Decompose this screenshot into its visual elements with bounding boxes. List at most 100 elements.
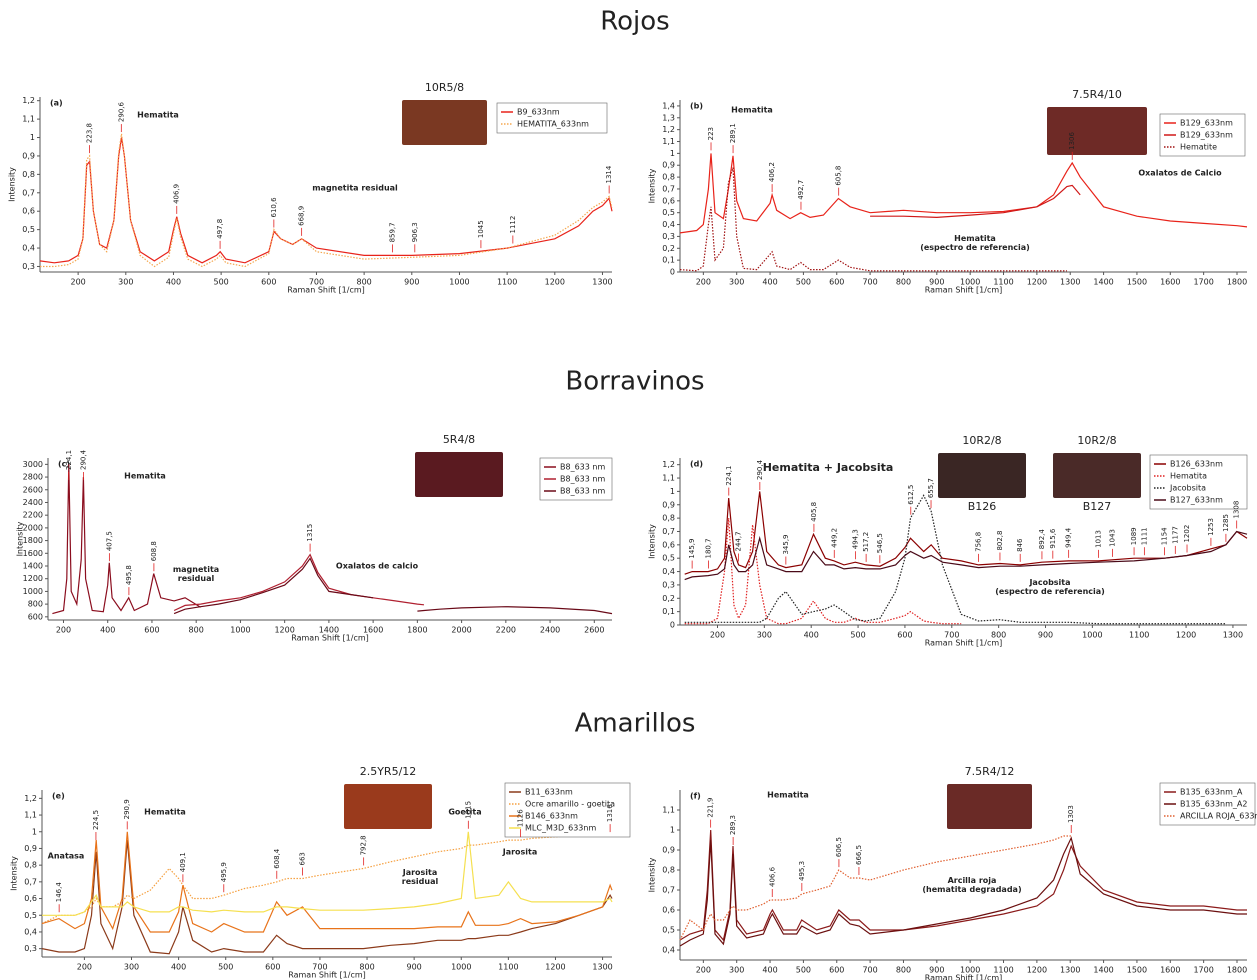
y-tick-label: 1600 bbox=[23, 549, 43, 558]
peak-label: 244,7 bbox=[734, 531, 742, 551]
sample-swatch bbox=[402, 100, 487, 145]
x-tick-label: 200 bbox=[70, 278, 85, 287]
y-tick-label: 0,5 bbox=[662, 926, 675, 935]
x-tick-label: 1300 bbox=[1060, 966, 1080, 975]
peak-label: 449,2 bbox=[830, 528, 838, 548]
y-tick-label: 0,1 bbox=[662, 256, 675, 265]
y-tick-label: 0 bbox=[670, 621, 675, 630]
y-tick-label: 0,5 bbox=[662, 554, 675, 563]
x-tick-label: 200 bbox=[77, 963, 92, 972]
x-tick-label: 800 bbox=[896, 278, 911, 287]
peak-label: 606,5 bbox=[835, 837, 843, 857]
x-tick-label: 1800 bbox=[407, 626, 427, 635]
peak-label: 1177 bbox=[1171, 526, 1179, 544]
annotation: Hematita(espectro de referencia) bbox=[920, 234, 1030, 252]
peak-label: 1202 bbox=[1183, 525, 1191, 543]
annotation: Hematita bbox=[731, 106, 773, 115]
y-tick-label: 1 bbox=[670, 149, 675, 158]
x-tick-label: 800 bbox=[896, 966, 911, 975]
x-tick-label: 400 bbox=[166, 278, 181, 287]
peak-label: 1306 bbox=[1068, 132, 1076, 150]
sample-swatch bbox=[415, 452, 503, 497]
panel: 0,40,50,60,70,80,911,1200300400500600700… bbox=[648, 765, 1257, 980]
y-tick-label: 0,8 bbox=[662, 866, 675, 875]
x-tick-label: 1200 bbox=[545, 963, 565, 972]
y-tick-label: 0,7 bbox=[22, 188, 35, 197]
peak-label: 608,4 bbox=[273, 848, 281, 869]
sample-swatch bbox=[1047, 107, 1147, 155]
y-tick-label: 2400 bbox=[23, 498, 43, 507]
sample-swatch bbox=[938, 453, 1026, 498]
y-tick-label: 0,1 bbox=[662, 607, 675, 616]
y-tick-label: 0,5 bbox=[24, 911, 37, 920]
x-tick-label: 400 bbox=[762, 278, 777, 287]
swatch-label: 5R4/8 bbox=[443, 433, 475, 446]
y-tick-label: 0,9 bbox=[662, 846, 675, 855]
y-tick-label: 2000 bbox=[23, 523, 43, 532]
spectrum-line bbox=[680, 153, 1247, 233]
y-tick-label: 0,5 bbox=[22, 225, 35, 234]
spectrum-line bbox=[680, 168, 1067, 271]
y-tick-label: 1,1 bbox=[662, 806, 675, 815]
swatch-label: 7.5R4/10 bbox=[1072, 88, 1122, 101]
annotation: Jarositaresidual bbox=[402, 868, 439, 886]
panel-label: (e) bbox=[52, 792, 65, 801]
peak-label: 406,2 bbox=[768, 162, 776, 182]
x-tick-label: 1000 bbox=[230, 626, 250, 635]
annotation: Hematita bbox=[124, 472, 166, 481]
legend-label: B127_633nm bbox=[1170, 496, 1223, 505]
y-tick-label: 1,2 bbox=[24, 794, 37, 803]
peak-label: 605,8 bbox=[835, 166, 843, 186]
peak-label: 1112 bbox=[509, 216, 517, 234]
y-tick-label: 0,8 bbox=[22, 170, 35, 179]
peak-label: 666,5 bbox=[855, 845, 863, 865]
y-tick-label: 0,3 bbox=[24, 944, 37, 953]
x-tick-label: 400 bbox=[100, 626, 115, 635]
x-tick-label: 2400 bbox=[540, 626, 560, 635]
x-tick-label: 1800 bbox=[1227, 278, 1247, 287]
spectrum-line bbox=[40, 134, 612, 267]
x-tick-label: 700 bbox=[862, 278, 877, 287]
x-tick-label: 1200 bbox=[1176, 631, 1196, 640]
y-tick-label: 0,8 bbox=[662, 173, 675, 182]
y-tick-label: 0,4 bbox=[24, 927, 37, 936]
legend-label: Hematite bbox=[1180, 143, 1217, 152]
peak-label: 492,7 bbox=[797, 180, 805, 200]
y-tick-label: 0,9 bbox=[24, 844, 37, 853]
legend-label: MLC_M3D_633nm bbox=[525, 824, 596, 833]
y-tick-label: 1000 bbox=[23, 587, 43, 596]
y-tick-label: 0,6 bbox=[662, 906, 675, 915]
legend-label: B135_633nm_A2 bbox=[1180, 800, 1247, 809]
x-tick-label: 2200 bbox=[496, 626, 516, 635]
x-tick-label: 400 bbox=[171, 963, 186, 972]
peak-label: 494,3 bbox=[851, 529, 859, 549]
peak-label: 655,7 bbox=[927, 478, 935, 498]
legend-label: B146_633nm bbox=[525, 812, 578, 821]
peak-label: 289,1 bbox=[729, 123, 737, 143]
y-tick-label: 0,7 bbox=[662, 527, 675, 536]
sample-swatch bbox=[1053, 453, 1141, 498]
legend-label: B8_633 nm bbox=[560, 475, 605, 484]
y-tick-label: 2800 bbox=[23, 473, 43, 482]
peak-label: 608,8 bbox=[150, 541, 158, 561]
y-tick-label: 1,1 bbox=[24, 811, 37, 820]
legend-label: B129_633nm bbox=[1180, 119, 1233, 128]
peak-label: 517,2 bbox=[862, 532, 870, 552]
y-tick-label: 1 bbox=[30, 133, 35, 142]
section-title: Borravinos bbox=[565, 367, 704, 397]
spectrum-line bbox=[40, 138, 612, 263]
swatch-label: 10R5/8 bbox=[425, 81, 464, 94]
peak-label: 612,5 bbox=[907, 485, 915, 505]
swatch-label: 10R2/8 bbox=[962, 434, 1001, 447]
peak-label: 546,5 bbox=[876, 533, 884, 553]
y-tick-label: 1,4 bbox=[662, 101, 675, 110]
peak-label: 223 bbox=[707, 127, 715, 140]
peak-label: 610,6 bbox=[270, 197, 278, 218]
y-axis-title: Intensity bbox=[648, 168, 657, 203]
legend-label: HEMATITA_633nm bbox=[517, 120, 589, 129]
peak-label: 1314 bbox=[605, 165, 613, 183]
x-tick-label: 1500 bbox=[1127, 278, 1147, 287]
x-tick-label: 600 bbox=[829, 278, 844, 287]
y-tick-label: 0,9 bbox=[662, 161, 675, 170]
annotation: magnetita residual bbox=[312, 184, 398, 193]
